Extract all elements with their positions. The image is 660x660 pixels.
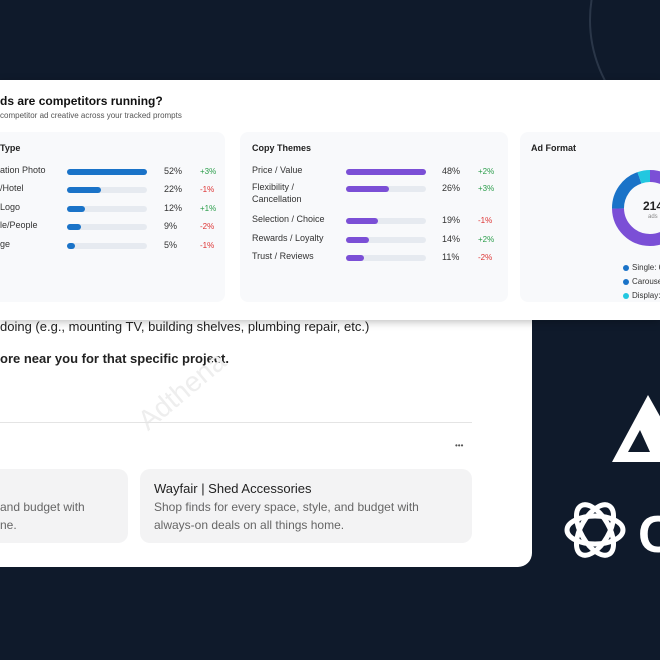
row-label: ge	[0, 239, 11, 249]
change-label: -1%	[200, 185, 215, 194]
panel: Ad Format 214 ads Single: 6 Carouse Displa…	[520, 132, 660, 302]
ad-desc: Shop finds for every space, style, and b…	[154, 500, 419, 514]
panel-title: Ad Format	[531, 143, 576, 153]
chat-text: doing (e.g., mounting TV, building shelv…	[0, 319, 370, 334]
ad-card[interactable]: and budget with ne.	[0, 469, 128, 543]
bar	[346, 218, 378, 224]
change-label: +2%	[478, 167, 495, 176]
share-label: 5%	[164, 240, 178, 250]
row-label: Rewards / Loyalty	[252, 233, 324, 243]
chat-card: doing (e.g., mounting TV, building shelv…	[0, 290, 532, 567]
ad-desc: ne.	[0, 518, 17, 532]
bar-track	[67, 206, 147, 212]
chat-text: ore near you for that specific project.	[0, 351, 229, 366]
bar	[67, 243, 75, 249]
row-label: Selection / Choice	[252, 214, 325, 224]
openai-logo	[564, 502, 626, 558]
panel-title: Copy Themes	[252, 143, 312, 153]
change-label: +2%	[478, 235, 495, 244]
legend-dot	[623, 279, 629, 285]
legend-label: Single: 6	[632, 263, 660, 272]
bar	[67, 187, 101, 193]
ad-card[interactable]: Wayfair | Shed Accessories Shop finds fo…	[140, 469, 472, 543]
share-label: 19%	[442, 215, 461, 225]
share-label: 14%	[442, 234, 461, 244]
legend-label: Display:	[632, 291, 660, 300]
row-label: Price / Value	[252, 165, 303, 175]
divider	[0, 422, 472, 423]
row-label: /Hotel	[0, 183, 24, 193]
bar	[346, 186, 390, 192]
legend-dot	[623, 293, 629, 299]
report-subtitle: competitor ad creative across your track…	[0, 111, 182, 120]
bar-track	[346, 237, 426, 243]
legend-label: Carouse	[632, 277, 660, 286]
bar	[346, 237, 370, 243]
report-card: ds are competitors running? competitor a…	[0, 80, 660, 320]
bar-track	[346, 255, 426, 261]
bar	[346, 169, 426, 175]
donut-total: 214	[643, 199, 660, 213]
report-title: ds are competitors running?	[0, 94, 163, 108]
share-label: 9%	[164, 221, 178, 231]
legend-dot	[623, 265, 629, 271]
bar-track	[67, 187, 147, 193]
row-label: ation Photo	[0, 165, 46, 175]
bar-track	[67, 224, 147, 230]
panel: Copy Themes Price / Value 48% +2% Flexibilit…	[240, 132, 508, 302]
bar	[67, 169, 147, 175]
panel: Type ation Photo 52% +3% /Hotel 22% -1% Logo 12%…	[0, 132, 225, 302]
change-label: +3%	[478, 184, 495, 193]
ad-desc: and budget with	[0, 500, 85, 514]
change-label: +3%	[200, 167, 217, 176]
ad-desc: always-on deals on all things home.	[154, 518, 345, 532]
share-label: 11%	[442, 252, 460, 262]
adthena-logo	[612, 395, 660, 462]
change-label: -1%	[478, 216, 493, 225]
bar	[67, 224, 81, 230]
share-label: 48%	[442, 166, 461, 176]
share-label: 26%	[442, 183, 461, 193]
change-label: +1%	[200, 204, 217, 213]
donut-unit: ads	[648, 214, 658, 220]
bar-track	[67, 243, 147, 249]
panel-title: Type	[0, 143, 21, 153]
bar	[346, 255, 365, 261]
change-label: -2%	[200, 222, 215, 231]
bar	[67, 206, 86, 212]
row-label: Trust / Reviews	[252, 251, 314, 261]
row-label: Logo	[0, 202, 21, 212]
more-button[interactable]: •••	[455, 441, 464, 450]
share-label: 52%	[164, 166, 183, 176]
logo-text: C	[638, 506, 660, 564]
change-label: -1%	[200, 241, 215, 250]
share-label: 12%	[164, 203, 183, 213]
row-label: Flexibility / Cancellation	[252, 182, 302, 204]
share-label: 22%	[164, 184, 183, 194]
row-label: le/People	[0, 220, 38, 230]
donut	[612, 170, 660, 246]
ad-title: Wayfair | Shed Accessories	[154, 481, 312, 496]
change-label: -2%	[478, 253, 493, 262]
bar-track	[346, 218, 426, 224]
